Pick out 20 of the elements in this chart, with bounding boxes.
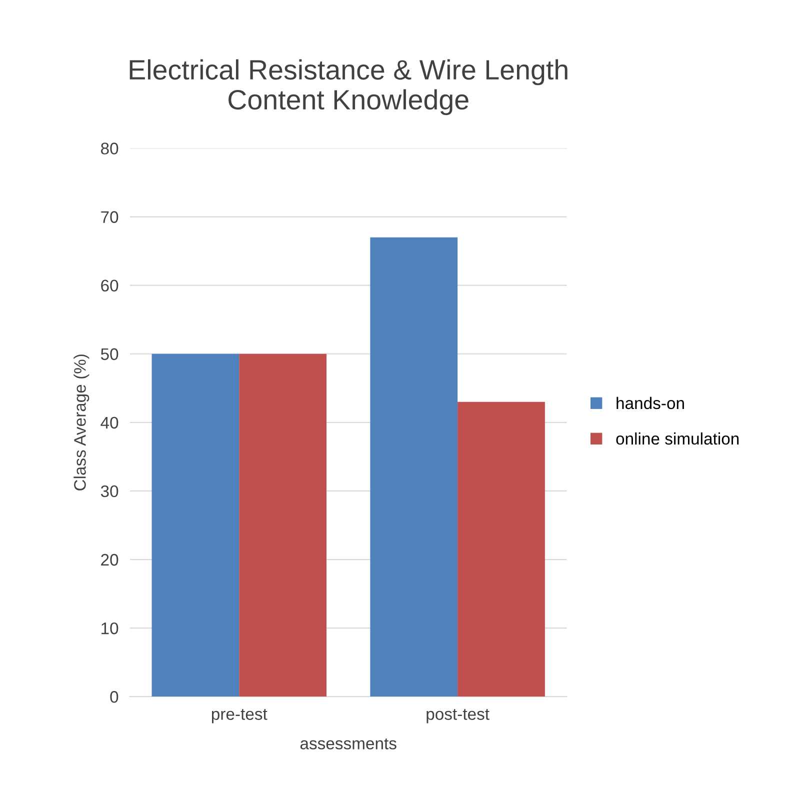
y-tick-label: 40 xyxy=(100,416,118,429)
y-tick-label: 30 xyxy=(100,485,118,498)
y-tick-label: 70 xyxy=(101,211,118,223)
bar xyxy=(152,354,240,697)
y-tick-label: 20 xyxy=(101,554,118,566)
y-tick-label: 60 xyxy=(101,280,118,292)
chart-title: Electrical Resistance & Wire Length Content Knowledge xyxy=(130,59,568,116)
x-tick-label: post-test xyxy=(426,709,490,724)
bar xyxy=(370,237,458,697)
y-axis-title: Class Average (%) xyxy=(74,354,90,490)
y-tick-label: 10 xyxy=(102,622,118,634)
bar xyxy=(458,402,545,697)
legend-label: hands-on xyxy=(616,396,684,410)
x-axis-title: assessments xyxy=(300,738,396,750)
x-tick-label: pre-test xyxy=(212,709,268,724)
legend-label: online simulation xyxy=(616,432,739,445)
y-tick-label: 0 xyxy=(110,691,118,703)
y-tick-label: 50 xyxy=(100,348,118,360)
bar xyxy=(239,354,327,697)
y-tick-label: 80 xyxy=(100,142,118,154)
